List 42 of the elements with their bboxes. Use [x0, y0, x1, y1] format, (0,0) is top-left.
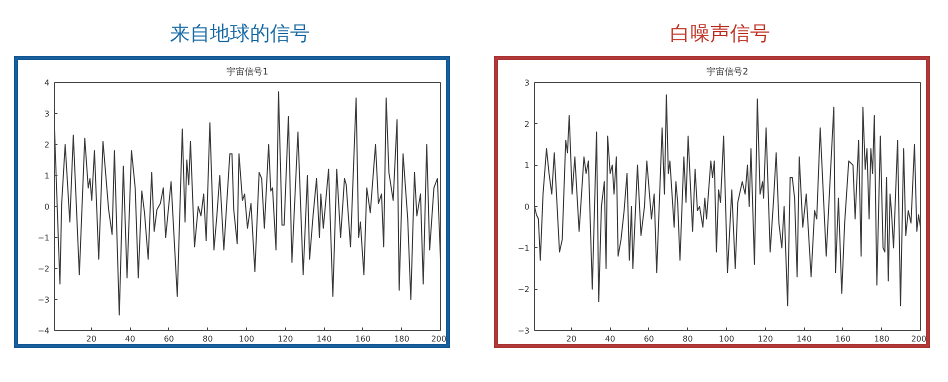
- x-tick-label: 200: [431, 334, 447, 344]
- x-tick-label: 60: [644, 334, 654, 344]
- y-tick-label: 1: [524, 161, 530, 170]
- x-tick-label: 100: [718, 334, 734, 344]
- y-tick-label: 2: [44, 140, 50, 150]
- x-tick-label: 160: [355, 334, 371, 344]
- x-tick-label: 120: [758, 334, 773, 344]
- y-tick-label: −2: [518, 285, 530, 294]
- x-tick-label: 60: [164, 334, 174, 344]
- x-tick-label: 80: [682, 334, 693, 344]
- x-tick-label: 20: [566, 334, 576, 344]
- chart-subtitle: 宇宙信号1: [226, 66, 268, 78]
- chart-title: 来自地球的信号: [170, 20, 310, 47]
- chart-title: 白噪声信号: [670, 20, 770, 47]
- x-tick-label: 100: [238, 334, 254, 344]
- y-tick-label: 1: [44, 172, 50, 180]
- y-tick-label: −3: [38, 296, 50, 304]
- y-tick-label: 4: [44, 78, 50, 88]
- y-tick-label: 3: [44, 110, 50, 118]
- chart-subtitle: 宇宙信号2: [706, 66, 748, 78]
- y-tick-label: −4: [38, 326, 50, 336]
- y-tick-label: −3: [518, 326, 530, 336]
- line-series: [54, 91, 440, 316]
- y-tick-label: −1: [38, 234, 50, 242]
- x-tick-label: 180: [394, 334, 410, 344]
- y-tick-label: 3: [524, 78, 530, 88]
- y-tick-label: 0: [44, 202, 50, 212]
- x-tick-label: 40: [125, 334, 136, 344]
- x-tick-label: 20: [86, 334, 96, 344]
- x-tick-label: 160: [835, 334, 851, 344]
- line-series: [534, 94, 920, 306]
- y-tick-label: −1: [518, 244, 530, 253]
- x-tick-label: 40: [605, 334, 616, 344]
- y-tick-label: −2: [38, 264, 50, 274]
- x-tick-label: 120: [278, 334, 293, 344]
- x-tick-label: 180: [874, 334, 890, 344]
- y-tick-label: 0: [524, 202, 530, 212]
- x-tick-label: 200: [911, 334, 927, 344]
- y-tick-label: 2: [524, 120, 530, 129]
- x-tick-label: 80: [202, 334, 213, 344]
- x-tick-label: 140: [796, 334, 812, 344]
- x-tick-label: 140: [316, 334, 332, 344]
